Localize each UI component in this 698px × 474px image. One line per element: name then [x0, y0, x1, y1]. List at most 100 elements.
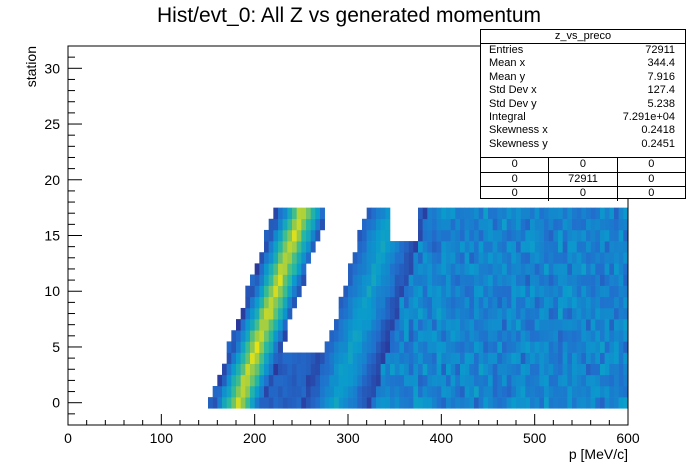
heatmap-cell [432, 397, 437, 409]
heatmap-cell [497, 252, 503, 264]
heatmap-cell [282, 252, 288, 264]
stats-label: Integral [489, 110, 526, 123]
heatmap-cell [362, 241, 367, 253]
stats-row: Mean y 7.916 [481, 71, 685, 84]
heatmap-cell [441, 229, 447, 242]
heatmap-cell [399, 296, 405, 309]
heatmap-cell [460, 274, 465, 286]
heatmap-cell [474, 241, 479, 253]
heatmap-cell [413, 274, 419, 286]
heatmap-cell [455, 385, 461, 398]
heatmap-cell [516, 352, 521, 364]
heatmap-cell [380, 285, 386, 298]
heatmap-cell [264, 241, 269, 253]
heatmap-cell [231, 385, 237, 398]
heatmap-cell [436, 307, 442, 320]
heatmap-cell [464, 385, 470, 398]
heatmap-cell [609, 241, 615, 253]
heatmap-cell [399, 397, 405, 409]
heatmap-cell [614, 307, 619, 320]
heatmap-cell [558, 252, 563, 264]
heatmap-cell [544, 252, 549, 264]
heatmap-cell [446, 330, 451, 342]
heatmap-cell [595, 330, 601, 342]
heatmap-cell [268, 352, 274, 364]
heatmap-cell [357, 263, 363, 275]
heatmap-cell [562, 274, 568, 286]
heatmap-cell [427, 285, 433, 298]
heatmap-cell [595, 385, 601, 398]
heatmap-cell [282, 319, 288, 331]
heatmap-cell [525, 263, 531, 275]
heatmap-cell [586, 307, 591, 320]
heatmap-cell [595, 363, 601, 376]
heatmap-cell [226, 363, 232, 376]
heatmap-cell [511, 296, 517, 309]
heatmap-cell [371, 263, 377, 275]
heatmap-cell [296, 363, 302, 376]
heatmap-cell [553, 207, 559, 220]
heatmap-cell [464, 207, 470, 220]
heatmap-cell [441, 330, 447, 342]
heatmap-cell [422, 330, 428, 342]
heatmap-cell [534, 218, 540, 231]
heatmap-cell [376, 363, 381, 376]
heatmap-cell [399, 352, 405, 364]
heatmap-cell [567, 263, 573, 275]
heatmap-cell [278, 374, 283, 387]
heatmap-cell [567, 385, 573, 398]
heatmap-cell [357, 229, 363, 242]
heatmap-cell [548, 341, 554, 353]
heatmap-cell [506, 363, 512, 376]
heatmap-cell [380, 252, 386, 264]
heatmap-cell [320, 207, 325, 220]
heatmap-cell [502, 385, 507, 398]
heatmap-cell [464, 241, 470, 253]
heatmap-cell [520, 229, 526, 242]
heatmap-cell [492, 374, 498, 387]
heatmap-cell [539, 207, 545, 220]
heatmap-cell [525, 397, 531, 409]
heatmap-cell [474, 296, 479, 309]
heatmap-cell [572, 397, 577, 409]
heatmap-cell [287, 263, 293, 275]
heatmap-cell [427, 385, 433, 398]
heatmap-cell [478, 385, 484, 398]
heatmap-cell [604, 252, 610, 264]
heatmap-cell [488, 330, 493, 342]
heatmap-cell [474, 374, 479, 387]
heatmap-cell [385, 307, 391, 320]
heatmap-cell [558, 385, 563, 398]
heatmap-cell [366, 341, 372, 353]
heatmap-cell [282, 307, 288, 320]
heatmap-cell [450, 341, 456, 353]
heatmap-cell [441, 252, 447, 264]
heatmap-cell [586, 397, 591, 409]
heatmap-cell [296, 218, 302, 231]
heatmap-cell [572, 341, 577, 353]
heatmap-cell [371, 319, 377, 331]
heatmap-cell [250, 296, 255, 309]
heatmap-cell [618, 207, 624, 220]
heatmap-cell [511, 241, 517, 253]
stats-label: Skewness y [489, 137, 548, 150]
heatmap-cell [534, 207, 540, 220]
heatmap-cell [250, 285, 255, 298]
heatmap-cell [329, 397, 335, 409]
heatmap-cell [581, 385, 587, 398]
overflow-cell: 0 [481, 172, 550, 187]
heatmap-cell [296, 397, 302, 409]
heatmap-cell [441, 374, 447, 387]
heatmap-cell [539, 341, 545, 353]
heatmap-cell [436, 241, 442, 253]
heatmap-cell [516, 330, 521, 342]
heatmap-cell [441, 397, 447, 409]
heatmap-cell [380, 263, 386, 275]
heatmap-cell [492, 397, 498, 409]
heatmap-cell [506, 229, 512, 242]
heatmap-cell [432, 263, 437, 275]
heatmap-cell [572, 263, 577, 275]
heatmap-cell [609, 319, 615, 331]
heatmap-cell [450, 397, 456, 409]
